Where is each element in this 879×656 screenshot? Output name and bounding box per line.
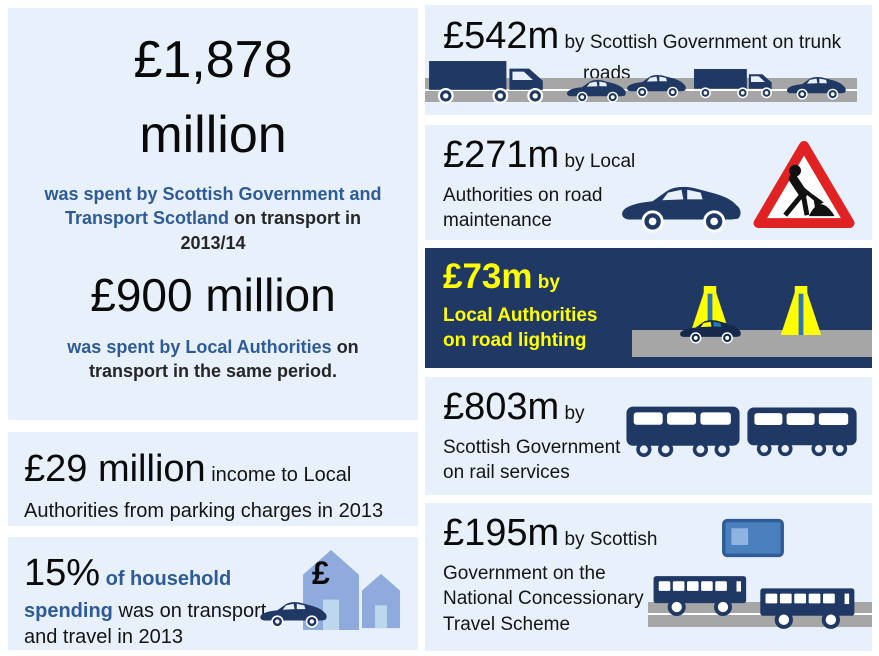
total-government-desc: was spent by Scottish Government and Tra… — [34, 182, 392, 255]
road-lighting-line2: Local Authorities — [443, 304, 598, 326]
road-lighting-desc: by — [532, 272, 560, 293]
pound-symbol: £ — [312, 555, 330, 591]
rail-value: £803m — [443, 386, 560, 428]
desc-rest: on transport in 2013/14 — [180, 208, 362, 253]
road — [632, 330, 872, 357]
local-authorities-desc: was spent by Local Authorities on transp… — [48, 335, 378, 384]
desc-highlight: was spent by Local Authorities — [67, 336, 332, 357]
household-percent: 15% — [24, 552, 101, 594]
household-text: 15% of household spending was on transpo… — [24, 549, 276, 650]
concessionary-line3: National Concessionary — [443, 588, 644, 610]
concessionary-line4: Travel Scheme — [443, 614, 571, 636]
road-maintenance-desc: by Local — [559, 151, 636, 172]
panel-road-lighting: £73m by Local Authorities on road lighti… — [425, 248, 872, 368]
car-icon — [618, 183, 743, 233]
total-government-unit: million — [139, 106, 287, 164]
road-maintenance-line2: Authorities on road — [443, 184, 603, 206]
rail-text: £803m by Scottish Government on rail ser… — [443, 386, 673, 486]
car-icon — [678, 318, 742, 344]
household-desc-highlight: of household spending — [24, 568, 232, 623]
parking-income-text: £29 million income to Local Authorities … — [24, 442, 402, 526]
rail-line3: on rail services — [443, 462, 570, 484]
bus-icon — [652, 571, 749, 616]
road-lighting-value: £73m — [443, 257, 533, 296]
local-authorities-value: £900 million — [90, 268, 336, 321]
train-carriage-icon — [625, 405, 741, 459]
concessionary-line2: Government on the — [443, 562, 606, 584]
panel-concessionary-travel: £195m by Scottish Government on the Nati… — [425, 503, 872, 651]
total-government-value: £1,878 — [133, 31, 293, 89]
roadworks-sign-icon — [748, 137, 860, 234]
road-centerline — [648, 613, 872, 616]
trunk-roads-value: £542m — [443, 15, 560, 57]
panel-rail-services: £803m by Scottish Government on rail ser… — [425, 377, 872, 495]
parking-income-value: £29 million — [24, 448, 206, 490]
rail-desc: by — [559, 403, 585, 424]
train-carriage-icon — [746, 405, 858, 459]
household-desc-rest: was on transport and travel in 2013 — [24, 600, 267, 649]
road-maintenance-line3: maintenance — [443, 210, 552, 232]
road-maintenance-value: £271m — [443, 134, 560, 176]
rail-line2: Scottish Government — [443, 436, 621, 458]
panel-household-spending: 15% of household spending was on transpo… — [8, 537, 418, 650]
road-lighting-text: £73m by Local Authorities on road lighti… — [443, 257, 673, 354]
travel-card-icon — [721, 517, 785, 559]
concessionary-text: £195m by Scottish Government on the Nati… — [443, 512, 703, 638]
trunk-roads-text: £542m by Scottish Government on trunk ro… — [443, 11, 843, 86]
truck-icon — [693, 61, 781, 105]
car-icon — [258, 600, 328, 628]
panel-trunk-roads: £542m by Scottish Government on trunk ro… — [425, 5, 872, 115]
panel-road-maintenance: £271m by Local Authorities on road maint… — [425, 125, 872, 240]
concessionary-value: £195m — [443, 512, 560, 554]
road-lighting-line3: on road lighting — [443, 330, 587, 352]
car-icon — [565, 78, 627, 103]
desc-rest: on transport in the same period. — [88, 336, 359, 382]
street-lamp-icon — [772, 286, 830, 336]
desc-highlight: was spent by Scottish Government and Tra… — [44, 184, 382, 229]
panel-parking-income: £29 million income to Local Authorities … — [8, 432, 418, 526]
bus-icon — [759, 583, 857, 629]
concessionary-desc: by Scottish — [559, 529, 658, 550]
house-icon — [362, 572, 400, 630]
truck-icon — [427, 58, 557, 105]
car-icon — [625, 73, 687, 98]
road-maintenance-text: £271m by Local Authorities on road maint… — [443, 134, 673, 234]
panel-total-spending: £1,878 million was spent by Scottish Gov… — [8, 8, 418, 420]
parking-income-desc: income to Local Authorities from parking… — [24, 464, 384, 523]
car-icon — [785, 75, 847, 100]
